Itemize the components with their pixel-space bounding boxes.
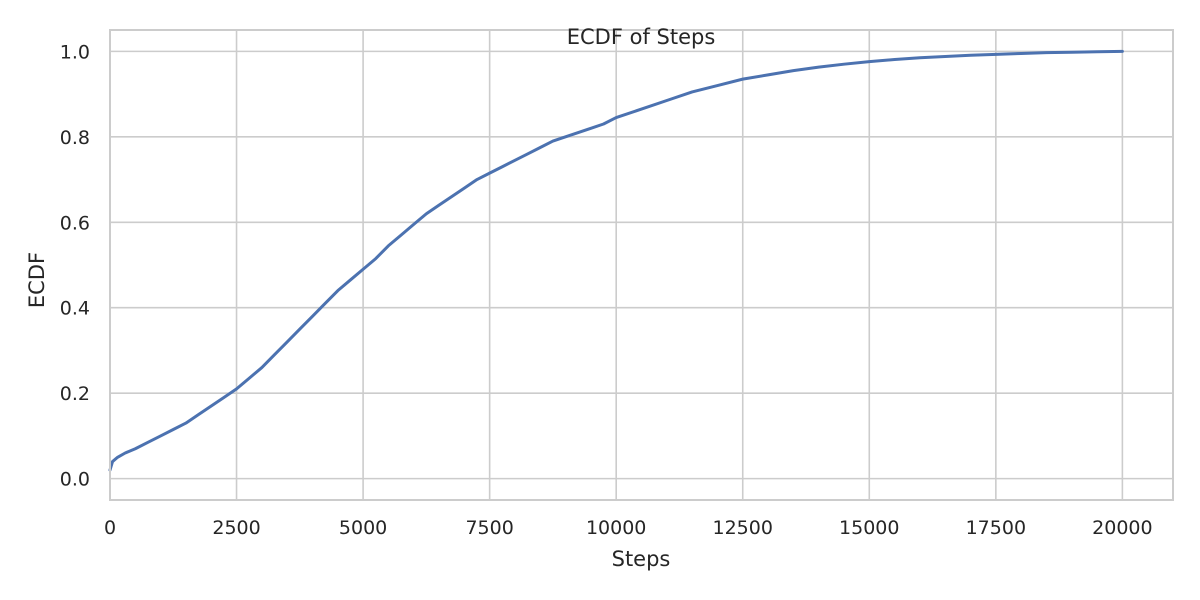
y-tick-labels: 0.0 0.2 0.4 0.6 0.8 1.0 [60,41,90,490]
chart-title: ECDF of Steps [567,25,716,49]
y-axis-label: ECDF [25,252,49,308]
y-tick-label: 0.6 [60,212,90,234]
x-tick-label: 2500 [212,517,260,539]
x-tick-label: 5000 [339,517,387,539]
ecdf-line [108,49,1124,472]
y-tick-label: 0.0 [60,469,90,491]
x-tick-label: 15000 [839,517,899,539]
x-tick-label: 0 [104,517,116,539]
x-tick-labels: 0 2500 5000 7500 10000 12500 15000 17500 20000 [104,517,1153,539]
y-tick-label: 1.0 [60,41,90,63]
grid-layer [109,30,1173,500]
x-axis-label: Steps [612,547,671,571]
series-layer [108,49,1124,472]
y-tick-label: 0.8 [60,127,90,149]
x-tick-label: 12500 [713,517,773,539]
x-tick-label: 17500 [966,517,1026,539]
y-tick-label: 0.2 [60,383,90,405]
plot-frame [109,29,1174,501]
x-tick-label: 10000 [586,517,646,539]
y-tick-label: 0.4 [60,298,90,320]
x-tick-label: 7500 [465,517,513,539]
x-tick-label: 20000 [1092,517,1152,539]
